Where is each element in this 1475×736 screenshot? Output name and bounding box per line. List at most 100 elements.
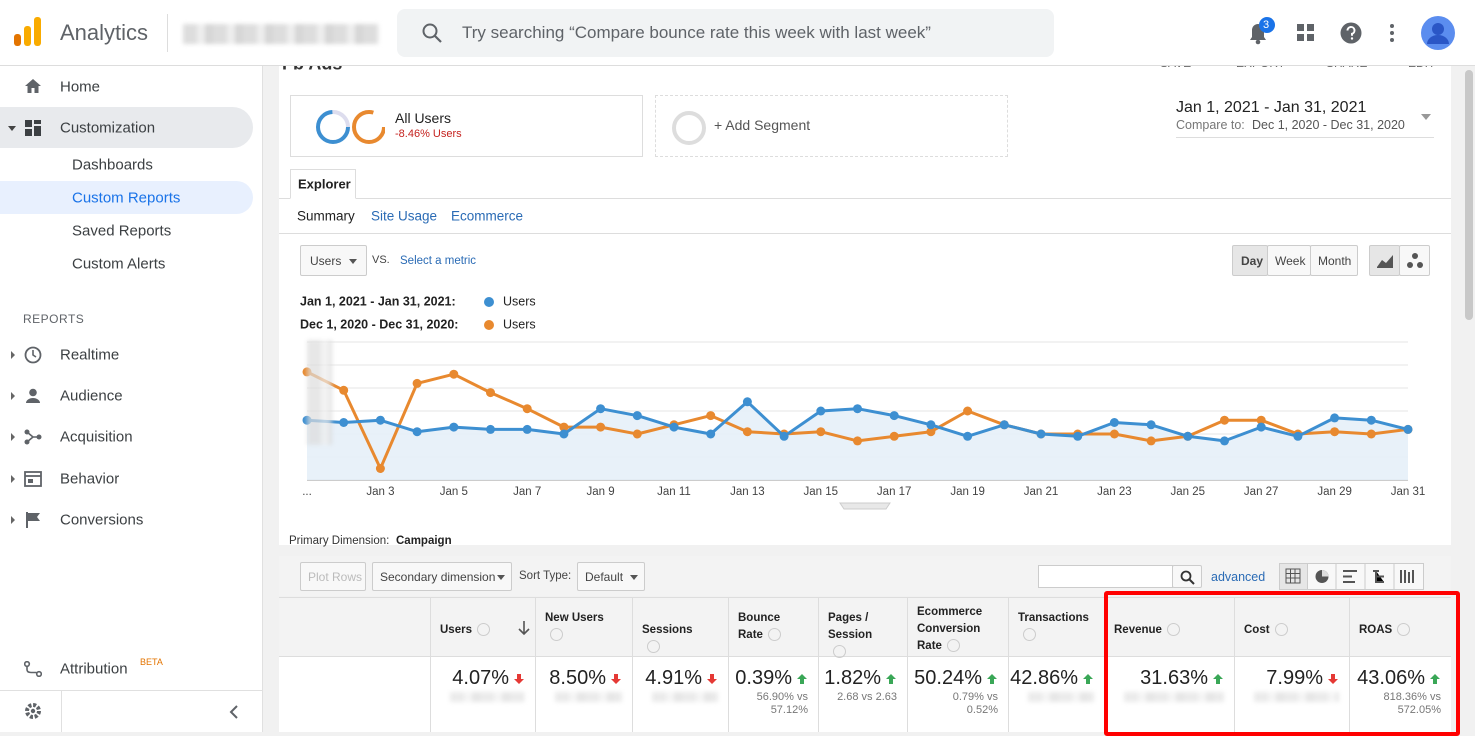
table-search-button[interactable] [1172, 565, 1202, 588]
date-range[interactable]: Jan 1, 2021 - Jan 31, 2021 [1176, 99, 1367, 116]
comparison-redacted [450, 692, 525, 702]
notifications[interactable] [1244, 16, 1280, 46]
subtab[interactable]: Summary [297, 208, 355, 224]
nav-subitem[interactable]: Saved Reports [72, 222, 172, 240]
nav-item[interactable]: Behavior [60, 470, 120, 488]
trend-arrow [1430, 673, 1440, 684]
realtime-icon [24, 346, 42, 364]
nav-item[interactable]: Realtime [60, 346, 120, 364]
dropdown-caret [630, 575, 638, 580]
beta-badge: BETA [140, 657, 163, 667]
interval-button[interactable]: Month [1310, 245, 1358, 276]
help-icon[interactable] [1340, 22, 1362, 44]
secondary-dimension[interactable]: Secondary dimension [372, 562, 512, 591]
column-divider [818, 597, 819, 732]
trend-up [797, 673, 807, 684]
column-divider [1008, 597, 1009, 732]
comparison-redacted [1254, 692, 1339, 702]
column-header[interactable]: Cost [1244, 622, 1329, 639]
trend-down [611, 673, 621, 684]
table-header-row [279, 597, 1451, 657]
motion-chart-icon [1407, 253, 1423, 268]
data-point [1293, 431, 1303, 441]
metric-value: 31.63% [1104, 667, 1224, 690]
add-segment[interactable]: + Add Segment [655, 95, 1008, 157]
apps-icon[interactable] [1297, 24, 1315, 42]
data-point [1036, 429, 1046, 439]
line-chart-icon [1377, 255, 1393, 268]
interval-button[interactable]: Day [1232, 245, 1268, 276]
x-tick-label: Jan 3 [366, 486, 394, 498]
chart-type-line[interactable] [1369, 245, 1400, 276]
table-search[interactable] [1038, 565, 1173, 588]
trend-arrow [1213, 673, 1223, 684]
column-header[interactable]: Pages / Session [828, 610, 887, 661]
nav-item[interactable]: Acquisition [60, 428, 133, 446]
subtab[interactable]: Ecommerce [451, 208, 524, 224]
nav-subitem[interactable]: Dashboards [72, 156, 153, 174]
column-header[interactable]: Ecommerce Conversion Rate [917, 604, 988, 655]
settings-icon[interactable] [24, 702, 42, 720]
x-tick-label: Jan 23 [1097, 486, 1132, 498]
x-tick-label: Jan 19 [950, 486, 985, 498]
column-header[interactable]: Transactions [1018, 610, 1089, 644]
app-name: Analytics [60, 20, 149, 45]
advanced-link[interactable]: advanced [1211, 570, 1266, 584]
help-icon [476, 623, 490, 637]
nav-item[interactable]: Audience [60, 387, 123, 405]
axis-labels-redacted [307, 340, 332, 445]
more-icon[interactable] [1388, 23, 1396, 43]
column-header[interactable]: New Users [545, 610, 612, 644]
column-header[interactable]: Users [440, 622, 515, 639]
x-tick-label: Jan 15 [804, 486, 839, 498]
section-label: REPORTS [23, 312, 85, 326]
column-header[interactable]: ROAS [1359, 622, 1431, 639]
plot-rows-button[interactable]: Plot Rows [300, 562, 366, 591]
data-point [1220, 436, 1229, 446]
divider [167, 14, 168, 52]
subtab[interactable]: Site Usage [371, 208, 438, 224]
segment-card[interactable]: All Users -8.46% Users [290, 95, 643, 157]
search-box[interactable]: Try searching “Compare bounce rate this … [397, 9, 1054, 57]
collapse-icon[interactable] [228, 704, 240, 720]
column-header[interactable]: Bounce Rate [738, 610, 798, 644]
metric-value-text: 31.63% [1140, 667, 1208, 689]
explorer-tab[interactable] [290, 169, 356, 199]
interval-button[interactable]: Week [1267, 245, 1311, 276]
legend-period: Jan 1, 2021 - Jan 31, 2021: [300, 294, 456, 308]
nav-item[interactable]: Customization [60, 119, 156, 137]
sort-type-dropdown[interactable]: Default [577, 562, 645, 591]
column-header-label: Pages / Session [828, 612, 873, 641]
data-point [1146, 436, 1156, 446]
nav-subitem[interactable]: Custom Alerts [72, 255, 166, 273]
scrollbar[interactable] [1465, 70, 1473, 320]
account-name-redacted [183, 24, 379, 44]
metric-dropdown[interactable]: Users [300, 245, 367, 276]
metric-value: 4.91% [632, 667, 718, 690]
data-point [339, 418, 349, 427]
metric-value: 42.86% [1008, 667, 1094, 690]
table-view-toggles[interactable] [1279, 563, 1424, 590]
chart-type-motion[interactable] [1399, 245, 1430, 276]
data-point [522, 424, 532, 434]
primary-dimension[interactable]: Campaign [396, 535, 452, 547]
avatar[interactable] [1420, 15, 1456, 51]
x-tick-label: Jan 25 [1171, 486, 1206, 498]
nav-item[interactable]: Home [60, 78, 101, 96]
dropdown-caret [349, 259, 357, 264]
data-point [1330, 427, 1340, 437]
trend-down [514, 673, 524, 684]
compare-range: Dec 1, 2020 - Dec 31, 2020 [1252, 118, 1405, 132]
nav-subitem-active[interactable]: Custom Reports [72, 189, 181, 207]
nav-item[interactable]: Conversions [60, 511, 144, 529]
column-header[interactable]: Sessions [642, 622, 708, 656]
date-caret[interactable] [1421, 114, 1431, 120]
column-header[interactable]: Revenue [1114, 622, 1214, 639]
nav-item[interactable]: Attribution [60, 660, 128, 678]
select-metric[interactable]: Select a metric [400, 255, 477, 267]
metric-value-text: 42.86% [1010, 667, 1078, 689]
segment-name: All Users [395, 110, 452, 126]
data-point [1366, 415, 1376, 425]
home-icon [25, 79, 41, 93]
